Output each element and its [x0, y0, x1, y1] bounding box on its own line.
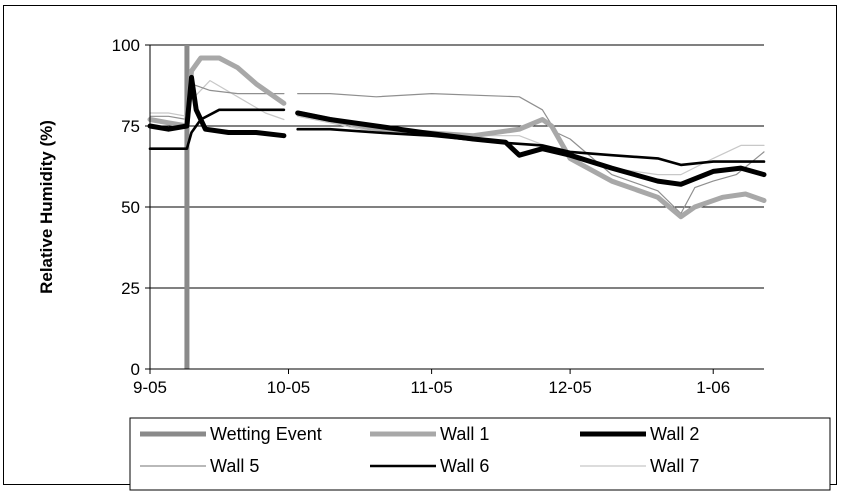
y-tick-label: 25 [121, 279, 140, 298]
legend-box [129, 417, 831, 491]
wall-2-line [295, 110, 767, 187]
x-tick-label: 9-05 [133, 378, 167, 397]
legend-label-wetting-event: Wetting Event [210, 424, 322, 444]
legend-label-wall-2: Wall 2 [650, 424, 699, 444]
x-tick-label: 10-05 [267, 378, 310, 397]
wall-5-line [149, 83, 285, 121]
legend-label-wall-6: Wall 6 [440, 456, 489, 476]
y-tick-label: 50 [121, 198, 140, 217]
wall-6-line [148, 108, 286, 150]
y-ticks: 0 25 50 75 100 [112, 36, 150, 379]
x-ticks: 9-05 10-05 11-05 12-05 1-06 [133, 369, 730, 397]
wall-5-line [297, 92, 765, 215]
wall-1-line [147, 55, 287, 129]
legend-label-wall-7: Wall 7 [650, 456, 699, 476]
x-tick-label: 11-05 [410, 378, 452, 397]
legend-label-wall-5: Wall 5 [210, 456, 259, 476]
wall-6-line [296, 127, 766, 167]
y-tick-label: 100 [112, 36, 140, 55]
grid-lines [150, 44, 764, 289]
series-layer [147, 45, 767, 369]
x-tick-label: 12-05 [548, 378, 591, 397]
legend-items: Wetting Event Wall 1 Wall 2 Wall 5 Wall 6 Wal… [140, 424, 699, 476]
y-tick-label: 75 [121, 117, 140, 136]
y-axis-label: Relative Humidity (%) [37, 120, 56, 294]
legend: Wetting Event Wall 1 Wall 2 Wall 5 Wall 6 Wal… [129, 417, 831, 491]
wall-2-line [147, 74, 287, 139]
legend-label-wall-1: Wall 1 [440, 424, 489, 444]
y-tick-label: 0 [131, 360, 140, 379]
x-tick-label: 1-06 [696, 378, 730, 397]
